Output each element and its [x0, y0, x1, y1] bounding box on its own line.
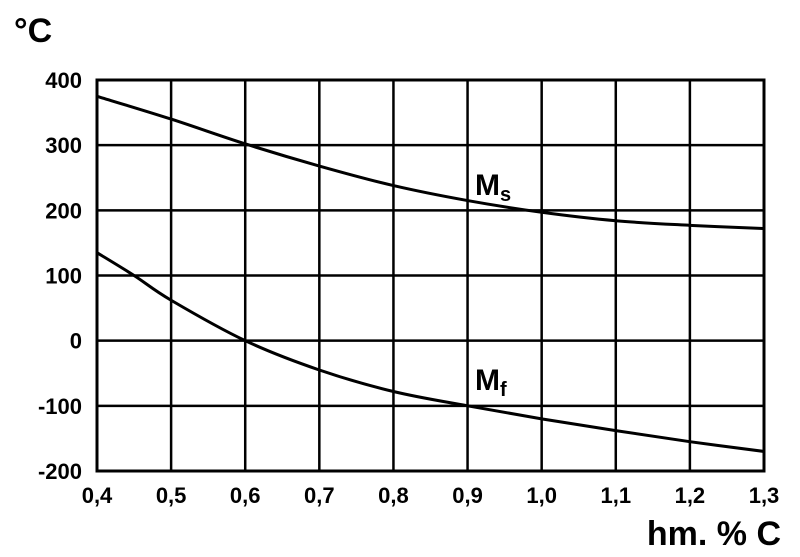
series-label-mf: Mf — [475, 364, 507, 401]
y-tick-label: -100 — [38, 394, 82, 419]
y-axis-title: °C — [14, 12, 52, 50]
series-line-ms — [96, 94, 765, 231]
x-tick-label: 0,6 — [230, 483, 261, 508]
x-tick-labels: 0,4 0,5 0,6 0,7 0,8 0,9 1,0 1,1 1,2 1,3 — [82, 483, 780, 508]
x-tick-label: 0,8 — [378, 483, 409, 508]
y-tick-label: 400 — [45, 68, 82, 93]
series-line-mf — [96, 251, 765, 453]
x-tick-label: 0,7 — [304, 483, 335, 508]
x-axis-title: hm. % C — [647, 515, 781, 553]
y-tick-label: -200 — [38, 459, 82, 484]
x-tick-label: 1,0 — [526, 483, 557, 508]
x-tick-label: 0,5 — [156, 483, 187, 508]
x-tick-label: 0,4 — [82, 483, 113, 508]
y-tick-label: 100 — [45, 264, 82, 289]
grid — [95, 78, 766, 473]
x-tick-label: 1,1 — [600, 483, 631, 508]
x-tick-label: 1,3 — [749, 483, 780, 508]
series-labels: Ms Mf — [475, 169, 511, 401]
y-tick-labels: 400 300 200 100 0 -100 -200 — [38, 68, 82, 484]
x-tick-label: 1,2 — [675, 483, 706, 508]
series-label-ms: Ms — [475, 169, 511, 206]
y-tick-label: 0 — [70, 329, 82, 354]
plot-frame — [95, 78, 766, 473]
series-lines — [96, 94, 765, 453]
y-tick-label: 200 — [45, 198, 82, 223]
y-tick-label: 300 — [45, 133, 82, 158]
x-tick-label: 0,9 — [452, 483, 483, 508]
